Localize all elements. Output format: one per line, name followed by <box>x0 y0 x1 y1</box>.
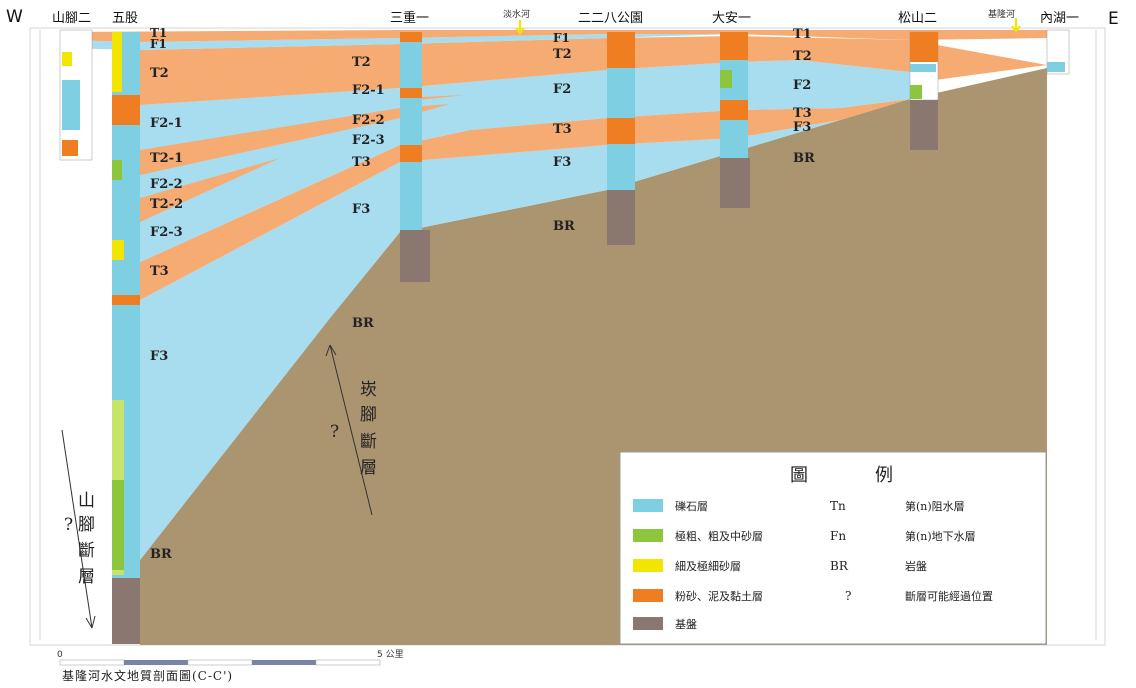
aquifer-f2 <box>140 60 935 262</box>
layer-label-t2-sanchong: T2 <box>352 55 371 70</box>
legend-meaning-tn: 第(n)阻水層 <box>905 499 965 513</box>
kanjiao-fault-label-1: 崁 <box>360 380 377 400</box>
layer-label-t3-west: T3 <box>150 264 169 279</box>
scale-zero: 0 <box>57 650 63 660</box>
layer-label-f2-park: F2 <box>553 82 571 97</box>
aquitard-t2 <box>140 36 1047 105</box>
layer-label-f3-park: F3 <box>553 155 571 170</box>
layer-label-t2-park: T2 <box>553 47 572 62</box>
legend-meaning-q: 斷層可能經過位置 <box>905 589 993 603</box>
layer-label-f2-3-west: F2-3 <box>150 225 183 240</box>
legend-symbol-fn: Fn <box>830 529 846 543</box>
layer-label-t3-park: T3 <box>553 122 572 137</box>
aquitard-t1 <box>60 30 1047 42</box>
well-label-songshan2: 松山二 <box>898 11 937 26</box>
legend-meaning-fn: 第(n)地下水層 <box>905 529 976 543</box>
layer-label-t2-2-west: T2-2 <box>150 197 183 212</box>
layer-label-f2-east: F2 <box>793 78 811 93</box>
shanjiao-fault-label-2: 腳 <box>78 515 95 535</box>
well-log-wugu <box>112 32 140 644</box>
layer-label-f1-park: F1 <box>553 31 570 45</box>
layer-label-t1-west: T1 <box>150 26 167 40</box>
layer-label-f3-east: F3 <box>793 120 811 135</box>
legend-meaning-br: 岩盤 <box>905 559 927 573</box>
layer-label-f2-2-sanchong: F2-2 <box>352 113 385 128</box>
figure-caption: 基隆河水文地質剖面圖(C-C') <box>62 668 233 683</box>
shanjiao-fault-label-1: 山 <box>78 491 95 511</box>
layer-label-br-east: BR <box>793 151 815 166</box>
shanjiao-fault-label-3: 斷 <box>78 541 95 561</box>
well-log-neihu1 <box>1046 29 1070 75</box>
layer-label-t2-east: T2 <box>793 49 812 64</box>
kanjiao-question: ? <box>330 422 339 442</box>
legend-symbol-tn: Tn <box>830 499 846 513</box>
well-label-sanchong1: 三重一 <box>390 10 429 26</box>
kanjiao-fault <box>325 344 373 516</box>
layer-label-f2-3-sanchong: F2-3 <box>352 133 385 148</box>
legend-title-left: 圖 <box>790 465 808 486</box>
kanjiao-fault-label-3: 斷 <box>360 432 377 452</box>
scale-end: 5 公里 <box>377 649 404 660</box>
well-label-daan1: 大安一 <box>712 11 751 26</box>
well-label-wugu: 五股 <box>112 11 138 26</box>
legend-swatch-basement <box>633 617 663 630</box>
well-shanjiao2-core <box>62 80 80 130</box>
well-log-sanchong1 <box>400 32 430 282</box>
aquifer-f1 <box>60 34 735 50</box>
shanjiao-question: ? <box>64 515 73 535</box>
kanjiao-fault-label-2: 腳 <box>360 405 377 425</box>
layer-label-f3-sanchong: F3 <box>352 202 370 217</box>
layer-label-br-west: BR <box>150 547 172 562</box>
layer-label-t1-east: T1 <box>793 27 812 42</box>
well-shanjiao2-mud <box>62 140 78 156</box>
well-label-neihu1: 內湖一 <box>1040 11 1079 26</box>
well-label-shanjiao2: 山腳二 <box>52 11 91 26</box>
legend-symbol-q: ? <box>845 589 851 603</box>
legend-title-right: 例 <box>875 465 893 486</box>
well-log-228park <box>607 32 635 245</box>
well-shanjiao2-top <box>62 52 72 66</box>
legend-symbol-br: BR <box>830 559 849 573</box>
legend-label-coarse-sand: 極粗、粗及中砂層 <box>675 529 763 543</box>
aquitard-t2-1 <box>140 104 450 175</box>
layer-label-f2-2-west: F2-2 <box>150 177 183 192</box>
layer-label-t2-west: T2 <box>150 66 169 81</box>
aquifer-f3 <box>140 68 1047 560</box>
kanjiao-fault-label-4: 層 <box>360 458 377 478</box>
east-marker: E <box>1108 9 1119 29</box>
river-arrow-tamsui <box>515 20 525 35</box>
layer-label-f3-west: F3 <box>150 349 168 364</box>
layer-label-t3-sanchong: T3 <box>352 155 371 170</box>
river-label-tamsui: 淡水河 <box>503 8 530 20</box>
shanjiao-fault <box>61 429 96 629</box>
legend-swatch-gravel <box>633 499 663 512</box>
layer-label-t2-1-west: T2-1 <box>150 151 183 166</box>
layer-label-f2-1-sanchong: F2-1 <box>352 83 385 98</box>
aquitard-t3 <box>140 99 910 300</box>
layer-label-f2-1-west: F2-1 <box>150 116 183 131</box>
legend-swatch-fine-sand <box>633 559 663 572</box>
well-label-228park: 二二八公園 <box>578 11 643 26</box>
legend-swatch-coarse-sand <box>633 529 663 542</box>
well-log-daan1 <box>720 32 750 208</box>
well-log-songshan2 <box>909 31 939 150</box>
legend-swatch-mud <box>633 589 663 602</box>
layer-label-f1-west: F1 <box>150 37 167 51</box>
scale-bar <box>59 659 381 666</box>
river-arrow-keelung <box>1011 18 1021 33</box>
layer-label-br-park: BR <box>553 219 575 234</box>
river-label-keelung: 基隆河 <box>988 8 1015 20</box>
legend: 圖 例 礫石層 Tn 第(n)阻水層 極粗、粗及中砂層 Fn 第(n)地下水層 … <box>619 451 1047 645</box>
layer-label-br-sanchong: BR <box>352 316 374 331</box>
aquitard-t2-2 <box>140 158 280 222</box>
legend-label-basement: 基盤 <box>675 618 697 631</box>
layer-label-t3-east: T3 <box>793 106 812 121</box>
shanjiao-fault-label-4: 層 <box>78 567 95 587</box>
legend-label-gravel: 礫石層 <box>675 499 708 513</box>
west-marker: W <box>6 7 23 27</box>
legend-label-fine-sand: 細及極細砂層 <box>675 559 741 573</box>
legend-label-mud: 粉砂、泥及黏土層 <box>675 589 763 603</box>
